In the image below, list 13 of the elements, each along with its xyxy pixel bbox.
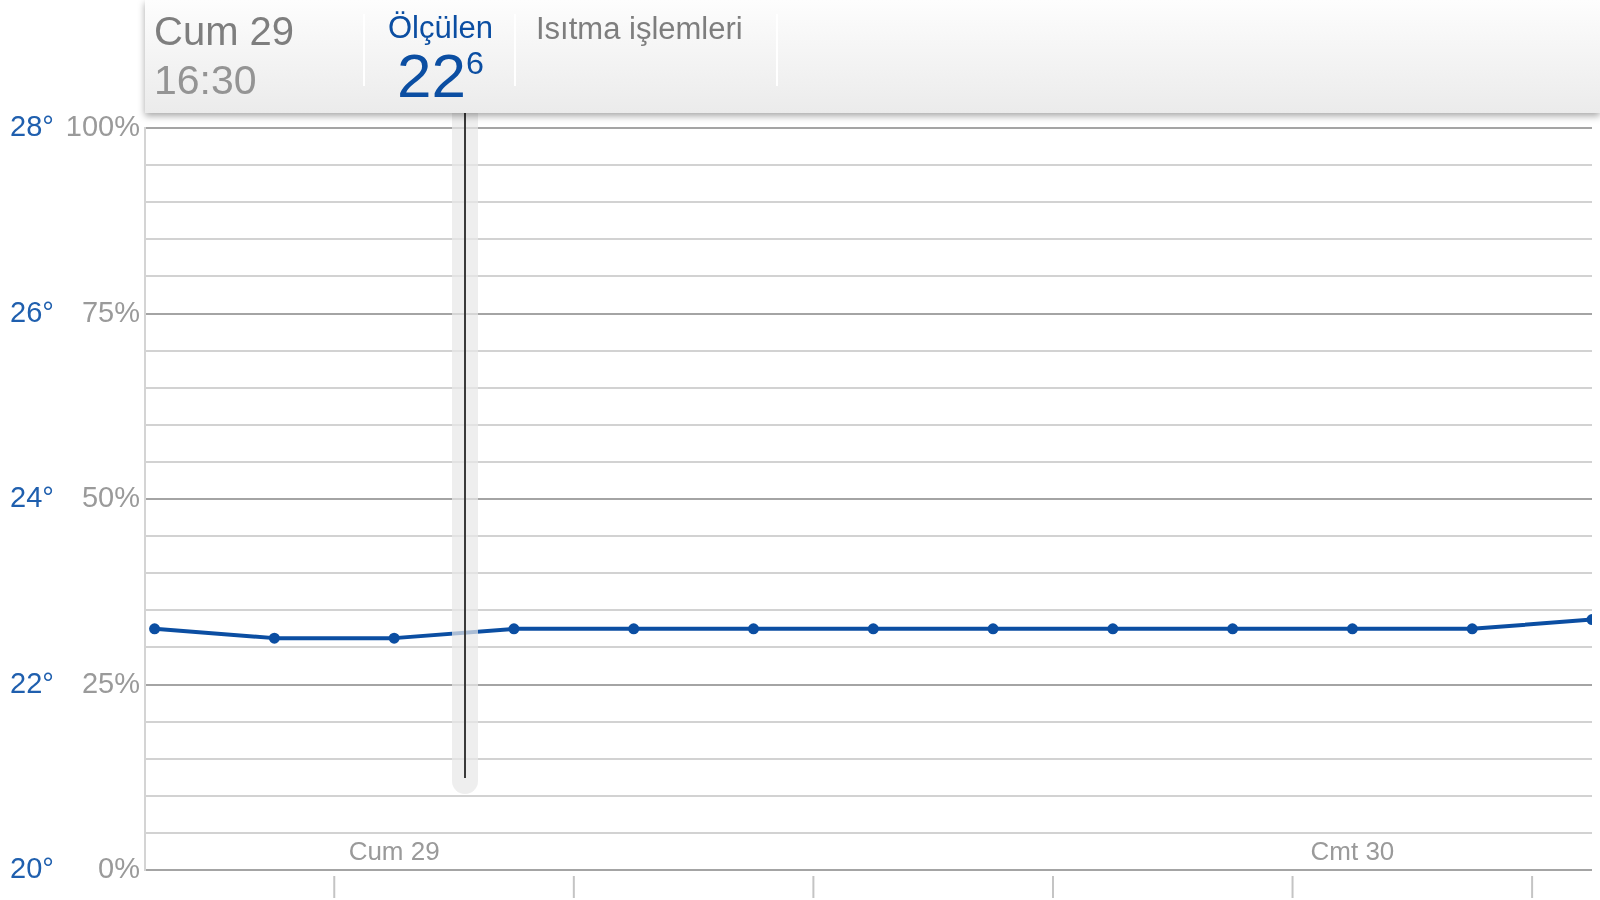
y-tick-label: 20°: [10, 852, 54, 884]
y2-tick-label: 25%: [81, 666, 140, 699]
y-tick-label: 24°: [10, 481, 54, 513]
x-tick-label: Cum 29: [348, 836, 440, 867]
x-tick-label: Cmt 30: [1310, 836, 1395, 867]
y2-tick-label: 100%: [65, 110, 140, 142]
y2-tick-label: 75%: [81, 295, 140, 328]
y-tick-label: 28°: [10, 110, 54, 142]
y-tick-label: 22°: [10, 666, 54, 699]
y2-tick-label: 0%: [98, 852, 140, 884]
header-bar: Cum 29 16:30 Ölçülen 22$^{6}$ Isıtma işlemleri: [145, 0, 1600, 113]
y-tick-label: 26°: [10, 295, 54, 328]
y2-tick-label: 50%: [81, 481, 140, 513]
